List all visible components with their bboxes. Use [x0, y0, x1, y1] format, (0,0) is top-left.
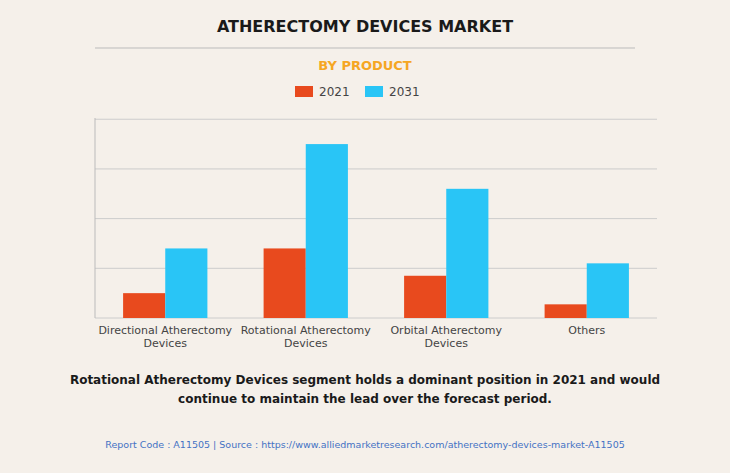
grid-line — [95, 218, 657, 219]
x-tick-label: Orbital AtherectomyDevices — [390, 324, 502, 350]
x-tick-label: Others — [568, 324, 605, 337]
legend: 2021 2031 — [295, 85, 420, 99]
legend-swatch — [295, 86, 313, 97]
x-tick-label: Directional AtherectomyDevices — [98, 324, 232, 350]
y-axis-line — [95, 118, 96, 318]
grid-line — [95, 119, 657, 120]
bar — [446, 189, 488, 318]
chart: ATHERECTOMY DEVICES MARKET BY PRODUCT 2021… — [0, 0, 730, 473]
source-note: Report Code : A11505 | Source : https://… — [105, 439, 624, 450]
bar — [123, 293, 165, 318]
bars — [123, 144, 629, 318]
bar — [545, 304, 587, 318]
bar — [264, 248, 306, 318]
bar — [404, 276, 446, 318]
grid — [95, 119, 657, 318]
bar — [165, 248, 207, 318]
subtitle: BY PRODUCT — [318, 58, 412, 73]
title-rule — [95, 48, 635, 49]
x-tick-label: Rotational AtherectomyDevices — [241, 324, 372, 350]
grid-line — [95, 168, 657, 169]
footnote: Rotational Atherectomy Devices segment h… — [70, 373, 660, 406]
bar — [306, 144, 348, 318]
legend-swatch — [365, 86, 383, 97]
x-axis: Directional AtherectomyDevices Rotational… — [98, 324, 605, 350]
bar — [587, 263, 629, 318]
background — [0, 0, 730, 473]
title: ATHERECTOMY DEVICES MARKET — [217, 17, 513, 36]
legend-label: 2031 — [389, 85, 420, 99]
legend-label: 2021 — [319, 85, 350, 99]
